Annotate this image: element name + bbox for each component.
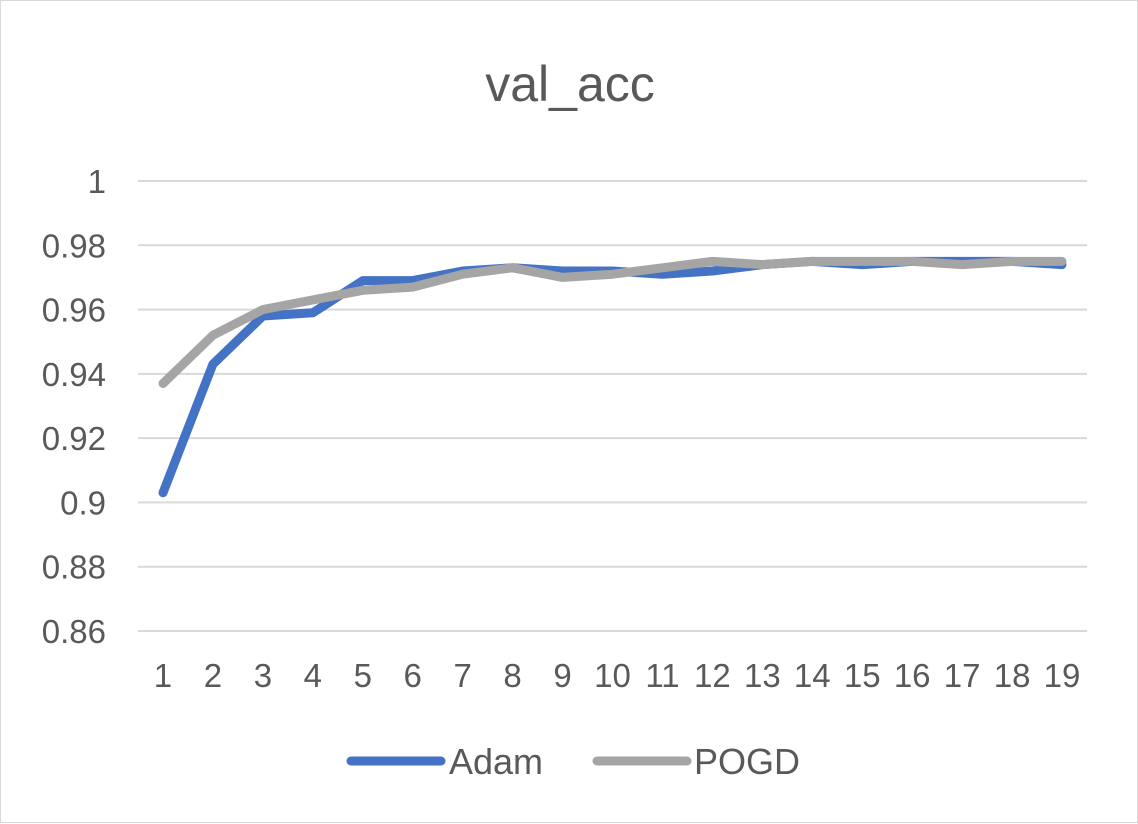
y-tick-label: 0.88 <box>42 549 106 586</box>
chart-title: val_acc <box>485 56 655 112</box>
x-tick-label: 11 <box>645 657 679 694</box>
x-tick-label: 7 <box>453 657 471 694</box>
x-tick-label: 4 <box>304 657 322 694</box>
legend: Adam POGD <box>346 741 800 782</box>
x-tick-label: 9 <box>553 657 571 694</box>
x-tick-label: 10 <box>594 657 631 694</box>
y-tick-label: 1 <box>88 163 106 200</box>
x-tick-label: 19 <box>1044 657 1081 694</box>
series-lines <box>158 256 1067 498</box>
x-tick-label: 13 <box>744 657 781 694</box>
y-tick-label: 0.92 <box>42 420 106 457</box>
gridlines <box>138 180 1087 632</box>
x-tick-label: 3 <box>254 657 272 694</box>
y-axis-ticks: 1 0.98 0.96 0.94 0.92 0.9 0.88 0.86 <box>42 163 106 650</box>
x-tick-label: 15 <box>844 657 881 694</box>
x-tick-label: 5 <box>354 657 372 694</box>
series-line-pogd <box>158 256 1067 388</box>
x-tick-label: 14 <box>794 657 831 694</box>
x-axis-ticks: 1 2 3 4 5 6 7 8 9 10 11 12 13 14 15 16 17 18 19 <box>154 657 1081 694</box>
y-tick-label: 0.9 <box>60 484 106 521</box>
x-tick-label: 12 <box>694 657 731 694</box>
x-tick-label: 8 <box>503 657 521 694</box>
y-tick-label: 0.96 <box>42 292 106 329</box>
x-tick-label: 6 <box>404 657 422 694</box>
x-tick-label: 2 <box>204 657 222 694</box>
y-tick-label: 0.94 <box>42 356 106 393</box>
legend-label-pogd: POGD <box>694 741 800 782</box>
y-tick-label: 0.86 <box>42 613 106 650</box>
x-tick-label: 1 <box>154 657 172 694</box>
series-line-adam <box>158 256 1067 498</box>
x-tick-label: 16 <box>894 657 931 694</box>
y-tick-label: 0.98 <box>42 227 106 264</box>
legend-label-adam: Adam <box>449 741 543 782</box>
x-tick-label: 18 <box>994 657 1031 694</box>
x-tick-label: 17 <box>944 657 981 694</box>
